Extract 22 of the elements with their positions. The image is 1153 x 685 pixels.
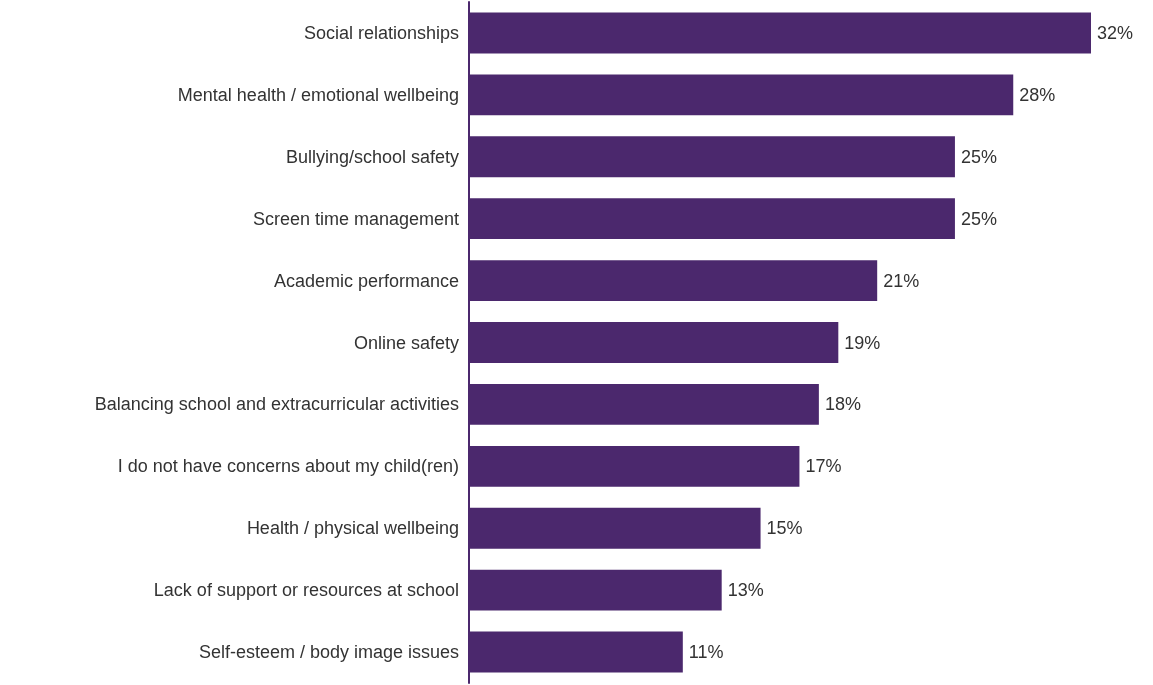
data-label: 25% xyxy=(960,208,997,229)
y-tick-label: Health / physical wellbeing xyxy=(246,518,459,539)
data-label: 13% xyxy=(727,580,764,601)
y-tick-label: Bullying/school safety xyxy=(285,146,459,167)
data-label: 32% xyxy=(1097,22,1134,43)
data-label: 21% xyxy=(883,270,920,291)
data-label: 11% xyxy=(688,642,724,663)
data-label: 28% xyxy=(1019,84,1056,105)
y-tick-label: Self-esteem / body image issues xyxy=(198,642,459,663)
y-tick-label: Social relationships xyxy=(303,22,459,43)
y-tick-label: Lack of support or resources at school xyxy=(153,580,459,601)
data-label: 18% xyxy=(824,394,861,415)
y-tick-label: Balancing school and extracurricular activities xyxy=(94,394,459,415)
y-tick-label: Mental health / emotional wellbeing xyxy=(177,84,459,105)
y-tick-label: Screen time management xyxy=(252,208,459,229)
data-label: 25% xyxy=(960,146,997,167)
data-label: 15% xyxy=(766,518,803,539)
data-label: 19% xyxy=(844,332,881,353)
y-tick-label: Academic performance xyxy=(273,270,459,291)
y-tick-label: I do not have concerns about my child(ren) xyxy=(117,456,459,477)
y-tick-label: Online safety xyxy=(353,332,459,353)
data-label: 17% xyxy=(805,456,842,477)
